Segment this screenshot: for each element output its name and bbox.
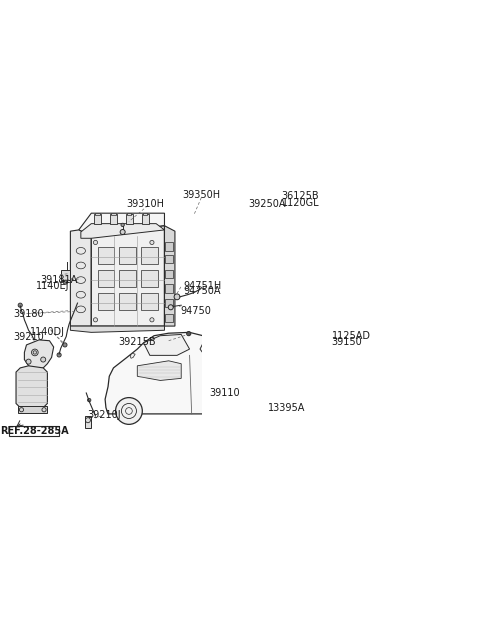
Circle shape — [63, 280, 68, 284]
Bar — [120, 247, 136, 264]
Text: 39181A: 39181A — [40, 275, 78, 285]
Text: 39150: 39150 — [332, 337, 362, 347]
Circle shape — [116, 398, 142, 424]
Text: 1140EJ: 1140EJ — [36, 281, 69, 291]
Text: 36125B: 36125B — [282, 191, 319, 201]
Text: REF.28-285A: REF.28-285A — [0, 426, 68, 436]
Polygon shape — [144, 334, 190, 356]
Bar — [126, 214, 132, 224]
Polygon shape — [261, 351, 273, 381]
Text: 13395A: 13395A — [268, 404, 306, 414]
Circle shape — [168, 305, 173, 310]
Circle shape — [57, 353, 61, 357]
Text: 39180: 39180 — [13, 309, 44, 319]
Bar — [273, 341, 324, 401]
Circle shape — [251, 221, 254, 224]
Circle shape — [150, 318, 154, 322]
Circle shape — [18, 303, 22, 308]
Bar — [61, 269, 70, 279]
Bar — [120, 292, 136, 310]
Text: 1140DJ: 1140DJ — [30, 326, 65, 336]
Circle shape — [205, 398, 232, 424]
Polygon shape — [130, 353, 135, 358]
Bar — [165, 242, 173, 251]
Bar — [141, 292, 158, 310]
Circle shape — [63, 343, 67, 347]
Bar — [97, 292, 114, 310]
Bar — [110, 214, 117, 224]
Bar — [97, 247, 114, 264]
Polygon shape — [71, 326, 165, 332]
Text: 39250A: 39250A — [248, 199, 286, 209]
Polygon shape — [200, 336, 229, 364]
Polygon shape — [16, 366, 48, 410]
Polygon shape — [71, 230, 91, 326]
Polygon shape — [137, 361, 181, 381]
Polygon shape — [81, 224, 165, 238]
Bar — [165, 314, 173, 322]
Circle shape — [204, 277, 210, 282]
Bar — [165, 255, 173, 263]
Text: 39210J: 39210J — [87, 410, 120, 420]
Bar — [142, 214, 149, 224]
Polygon shape — [79, 213, 165, 236]
Bar — [165, 284, 173, 292]
Text: 39110: 39110 — [210, 388, 240, 398]
Text: 1125AD: 1125AD — [332, 331, 371, 341]
Bar — [9, 426, 59, 436]
Circle shape — [120, 229, 125, 234]
Bar — [120, 269, 136, 288]
Circle shape — [277, 333, 282, 338]
Text: 94750: 94750 — [180, 306, 211, 316]
Circle shape — [174, 294, 180, 300]
Bar — [141, 269, 158, 288]
Bar — [127, 213, 132, 215]
Bar — [111, 213, 116, 215]
Polygon shape — [91, 226, 165, 326]
Circle shape — [94, 241, 97, 244]
Text: 39350H: 39350H — [182, 190, 220, 200]
Text: 1120GL: 1120GL — [282, 198, 319, 208]
Text: 39210: 39210 — [13, 331, 44, 341]
Polygon shape — [105, 332, 238, 414]
Text: 39215B: 39215B — [119, 337, 156, 347]
Bar — [324, 349, 331, 414]
Bar — [165, 269, 173, 278]
Bar — [97, 269, 114, 288]
Circle shape — [87, 398, 91, 402]
Circle shape — [270, 405, 275, 409]
Bar — [141, 247, 158, 264]
Bar — [85, 416, 91, 428]
Text: 94751H: 94751H — [183, 281, 222, 291]
Bar — [165, 299, 173, 308]
Bar — [143, 213, 147, 215]
Circle shape — [150, 241, 154, 244]
Circle shape — [41, 357, 46, 362]
Circle shape — [32, 349, 38, 356]
Polygon shape — [24, 340, 54, 370]
Polygon shape — [165, 226, 175, 326]
Bar — [18, 406, 47, 413]
Bar — [94, 214, 101, 224]
Bar — [269, 401, 327, 410]
Circle shape — [121, 223, 124, 227]
Circle shape — [187, 331, 191, 336]
Circle shape — [26, 359, 31, 364]
Text: 94750A: 94750A — [183, 286, 221, 296]
Circle shape — [94, 318, 97, 322]
Text: 39310H: 39310H — [127, 199, 165, 209]
Bar — [96, 213, 100, 215]
